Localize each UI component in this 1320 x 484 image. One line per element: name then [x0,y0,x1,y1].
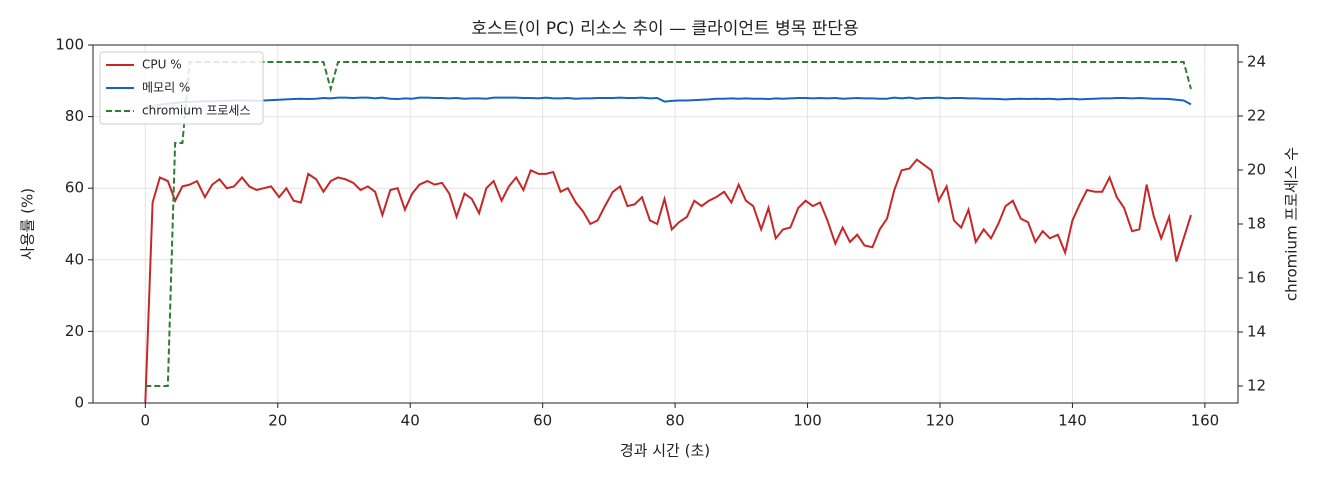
series-line [145,61,1192,387]
y2-tick-label: 14 [1247,322,1266,340]
x-tick-label: 140 [1058,412,1087,430]
legend-label: 메모리 % [142,81,190,95]
x-tick-label: 120 [926,412,955,430]
legend-box [99,51,264,125]
x-tick-label: 160 [1191,412,1220,430]
y-tick-label: 60 [65,179,84,197]
y-tick-label: 0 [74,394,84,412]
legend-label: chromium 프로세스 [142,104,251,118]
y2-tick-label: 22 [1247,107,1266,125]
x-tick-label: 20 [268,412,287,430]
plot-frame [92,44,1239,404]
y2-tick-label: 18 [1247,215,1266,233]
x-axis-label: 경과 시간 (초) [620,442,710,460]
y-tick-label: 20 [65,322,84,340]
y2-axis-label: chromium 프로세스 수 [1283,147,1301,301]
chart-title: 호스트(이 PC) 리소스 추이 — 클라이언트 병목 판단용 [471,19,858,39]
x-tick-label: 100 [793,412,822,430]
legend-label: CPU % [142,58,182,72]
series-line [144,158,1192,404]
y2-tick-label: 12 [1247,376,1266,394]
series-line [145,96,1192,109]
y2-tick-label: 16 [1247,268,1266,286]
x-tick-label: 0 [141,412,151,430]
x-tick-label: 80 [666,412,685,430]
y-axis-label: 사용률 (%) [19,188,37,260]
y-tick-label: 80 [65,107,84,125]
y-tick-label: 100 [55,36,84,54]
x-tick-label: 40 [401,412,420,430]
y2-tick-label: 20 [1247,161,1266,179]
x-tick-label: 60 [533,412,552,430]
y2-tick-label: 24 [1247,53,1266,71]
y-tick-label: 40 [65,250,84,268]
